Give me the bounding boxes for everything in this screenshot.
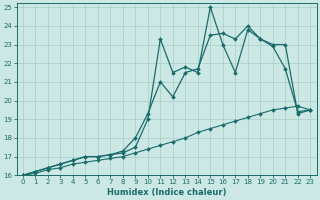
X-axis label: Humidex (Indice chaleur): Humidex (Indice chaleur): [107, 188, 226, 197]
